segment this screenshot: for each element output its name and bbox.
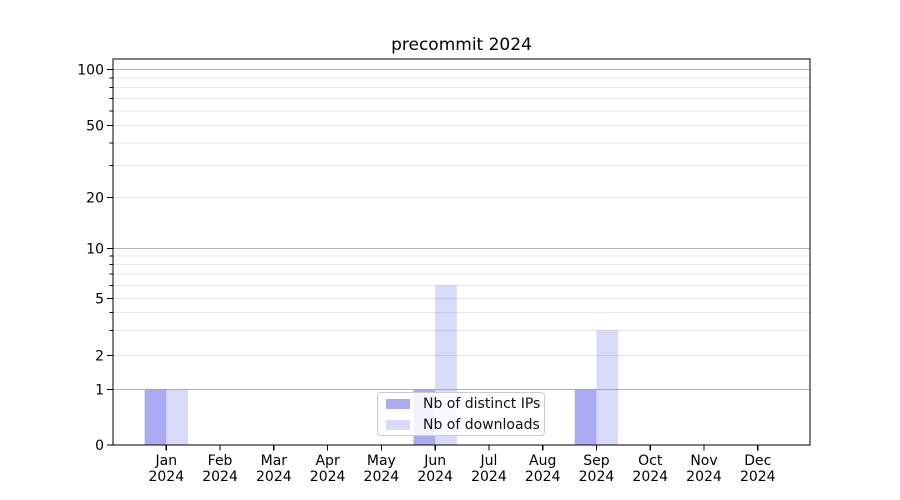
x-tick-label-apr-2024: Apr 2024 [310,453,346,485]
x-tick-label-jan-2024: Jan 2024 [148,453,184,485]
legend-item-downloads: Nb of downloads [386,416,544,434]
legend-label-distinct-ips: Nb of distinct IPs [423,395,541,412]
legend: Nb of distinct IPs Nb of downloads [377,392,545,436]
y-tick-label-2: 2 [95,349,104,365]
y-tick-label-5: 5 [95,292,104,308]
bar-sep-distinct-ips [574,389,597,445]
x-tick-label-nov-2024: Nov 2024 [686,453,722,485]
x-tick-label-may-2024: May 2024 [364,453,400,485]
x-tick-label-dec-2024: Dec 2024 [740,453,776,485]
x-tick-label-oct-2024: Oct 2024 [632,453,668,485]
x-tick-label-mar-2024: Mar 2024 [256,453,292,485]
x-tick-label-jul-2024: Jul 2024 [471,453,507,485]
y-tick-label-100: 100 [77,63,104,79]
y-tick-label-20: 20 [86,191,104,207]
y-tick-label-0: 0 [95,438,104,454]
legend-swatch-distinct-ips-icon [386,398,410,409]
y-tick-label-1: 1 [95,383,104,399]
chart-title: precommit 2024 [391,35,532,55]
x-tick-label-jun-2024: Jun 2024 [417,453,453,485]
x-tick-label-sep-2024: Sep 2024 [579,453,615,485]
plot-border [112,58,811,446]
y-tick-label-10: 10 [86,242,104,258]
x-tick-label-feb-2024: Feb 2024 [202,453,238,485]
bar-sep-downloads [596,330,619,445]
legend-swatch-downloads-icon [386,419,410,430]
legend-label-downloads: Nb of downloads [423,416,540,433]
x-tick-label-aug-2024: Aug 2024 [525,453,561,485]
y-tick-label-50: 50 [86,119,104,135]
legend-item-distinct-ips: Nb of distinct IPs [386,395,544,413]
bar-jan-distinct-ips [144,389,167,445]
bar-jan-downloads [166,389,188,445]
